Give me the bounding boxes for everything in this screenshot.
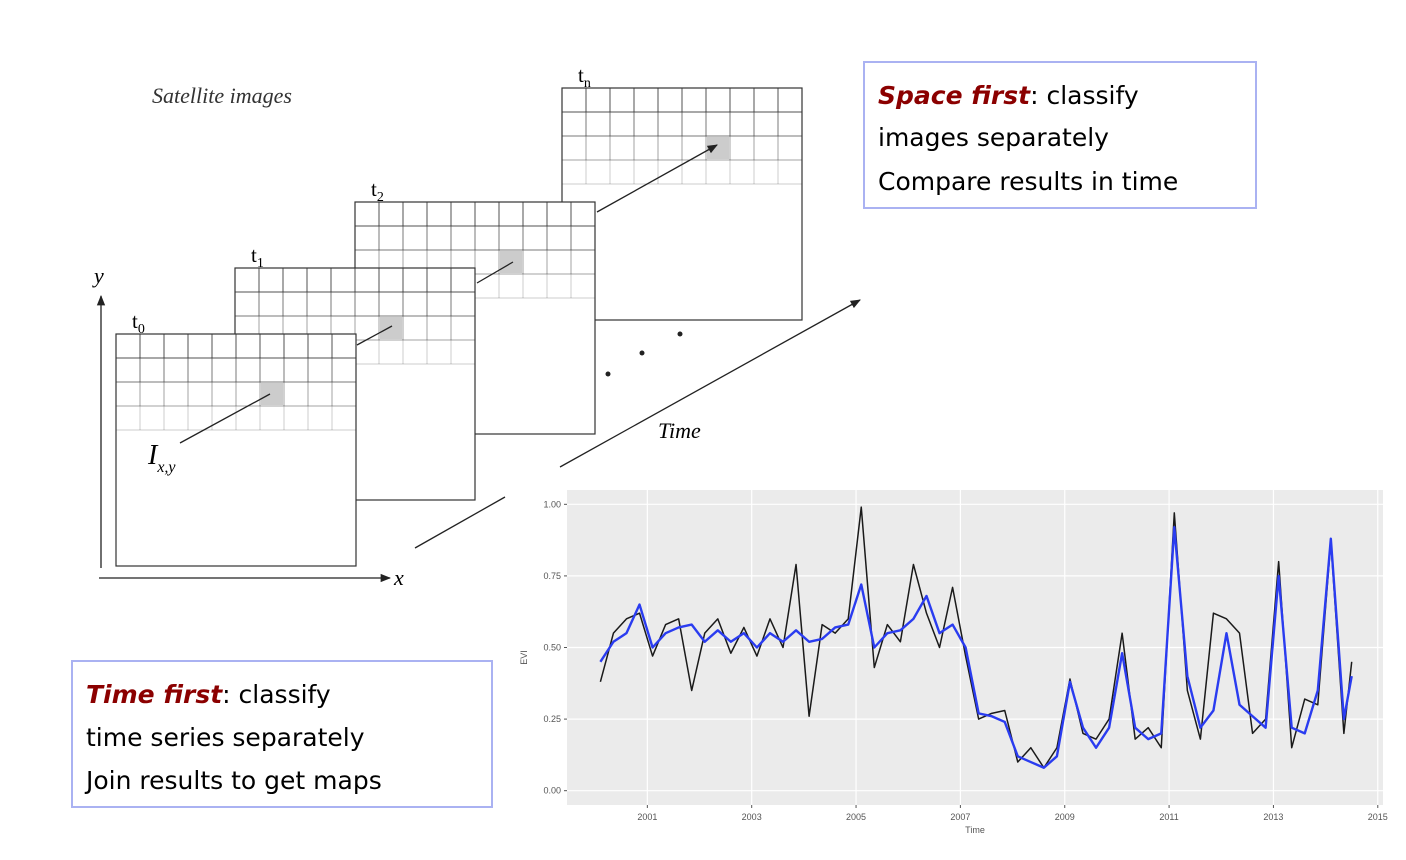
series-line	[599, 506, 1353, 769]
y-tick-label: 0.25	[543, 714, 561, 724]
frame-label: t1	[251, 243, 264, 271]
x-axis-title: Time	[965, 825, 985, 835]
x-tick-label: 2001	[637, 812, 657, 822]
dot	[677, 331, 683, 337]
emphasis: Time first	[86, 680, 223, 709]
ellipsis	[605, 331, 683, 377]
dot	[605, 371, 611, 377]
selected-pixel	[261, 383, 283, 405]
space-box-line: Space first: classify	[878, 81, 1139, 110]
arrows	[96, 144, 861, 583]
x-tick-label: 2007	[950, 812, 970, 822]
frame-label: t0	[132, 309, 145, 337]
pixel-label: Ix,y	[147, 440, 176, 476]
x-tick-label: 2015	[1368, 812, 1388, 822]
pixel-sub: x,y	[156, 459, 176, 476]
satellite-label: Satellite images	[152, 83, 292, 108]
x-tick-label: 2011	[1159, 812, 1178, 822]
dot	[639, 350, 645, 356]
time-box-line: Time first: classify	[86, 680, 331, 709]
frame-t: t	[132, 309, 138, 333]
time-label: Time	[658, 418, 701, 443]
frame-label: t2	[371, 177, 384, 205]
emphasis: Space first	[878, 81, 1031, 110]
frame-t: t	[251, 243, 257, 267]
selected-pixel	[500, 251, 522, 273]
y-tick-label: 1.00	[543, 499, 561, 509]
space-box	[863, 61, 1257, 209]
x-tick-label: 2003	[742, 812, 762, 822]
series-line	[599, 526, 1353, 769]
frame-t: t	[578, 63, 584, 87]
time-box	[71, 660, 493, 808]
text: : classify	[1030, 81, 1139, 110]
time-arrow	[559, 299, 861, 468]
x-axis-label: x	[393, 565, 404, 590]
selected-pixel	[707, 137, 729, 159]
pixel-main: I	[147, 440, 159, 471]
frame-t: t	[371, 177, 377, 201]
image-frame: t0	[115, 309, 357, 567]
frame-sub: n	[584, 76, 591, 91]
image-frame: tn	[561, 63, 803, 321]
pointer	[596, 144, 718, 213]
frame-sub: 2	[377, 190, 384, 205]
chart: 0.00 0.25 0.50 0.75 1.00 2001 2003 2005 2007 2009…	[519, 490, 1388, 835]
pointer	[179, 393, 271, 444]
y-tick-label: 0.00	[543, 786, 561, 796]
pointer	[356, 325, 393, 346]
selected-pixel	[380, 317, 402, 339]
frame-sub: 1	[257, 256, 264, 271]
y-tick-label: 0.50	[543, 643, 561, 653]
x-tick-label: 2009	[1055, 812, 1075, 822]
x-tick-label: 2013	[1263, 812, 1283, 822]
time-box-line: time series separately	[86, 723, 365, 752]
y-axis-title: EVI	[519, 650, 529, 665]
text: : classify	[222, 680, 331, 709]
y-tick-label: 0.75	[543, 571, 561, 581]
frame-sub: 0	[138, 322, 145, 337]
space-box-line: Compare results in time	[878, 167, 1178, 196]
time-arrow	[414, 496, 506, 549]
y-axis-label: y	[92, 263, 104, 288]
space-box-line: images separately	[878, 123, 1109, 152]
x-tick-label: 2005	[846, 812, 866, 822]
time-box-line: Join results to get maps	[84, 766, 382, 795]
frame-label: tn	[578, 63, 591, 91]
pointer	[476, 261, 514, 284]
